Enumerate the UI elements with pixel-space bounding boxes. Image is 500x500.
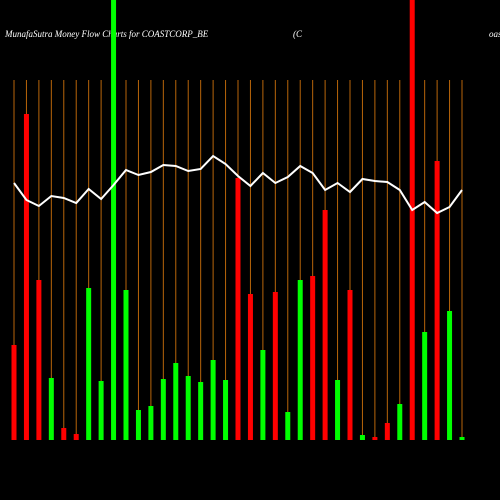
bar — [285, 412, 291, 440]
bar — [272, 292, 278, 440]
bar — [11, 345, 17, 440]
bar — [98, 381, 104, 440]
bar — [447, 311, 453, 440]
bar — [160, 379, 166, 440]
bar — [198, 382, 204, 440]
bar — [73, 434, 79, 440]
bar — [372, 437, 378, 440]
bar — [36, 280, 42, 440]
bar — [434, 161, 440, 440]
bar — [135, 410, 141, 440]
bar — [347, 290, 353, 440]
bar — [247, 294, 253, 440]
bar — [459, 437, 465, 440]
bar — [359, 435, 365, 440]
bar — [384, 423, 390, 440]
bar — [61, 428, 67, 440]
bar — [23, 114, 29, 440]
bar — [322, 210, 328, 440]
bar — [310, 276, 316, 440]
bar — [48, 378, 54, 440]
bar — [235, 178, 241, 440]
bar — [185, 376, 191, 440]
bar — [335, 380, 341, 440]
bar — [223, 380, 229, 440]
bar — [173, 363, 179, 440]
chart-title-part: (C — [293, 29, 303, 39]
bar — [148, 406, 154, 440]
bar — [409, 0, 415, 440]
bar — [86, 288, 92, 440]
chart-title-part: oas — [489, 29, 500, 39]
chart-title: MunafaSutra Money Flow Charts for COASTC… — [4, 29, 209, 39]
bar — [422, 332, 428, 440]
bar — [260, 350, 266, 440]
bar — [297, 280, 303, 440]
bar — [210, 360, 216, 440]
money-flow-line — [13, 154, 463, 215]
bar — [111, 0, 117, 440]
bar — [123, 290, 129, 440]
bar — [397, 404, 403, 440]
